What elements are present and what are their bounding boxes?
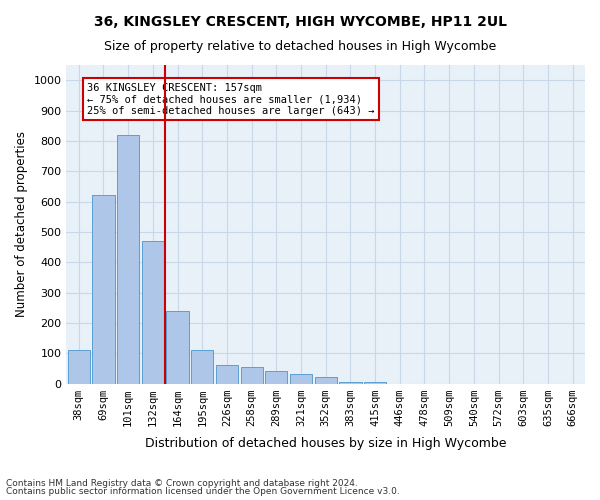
X-axis label: Distribution of detached houses by size in High Wycombe: Distribution of detached houses by size … [145, 437, 506, 450]
Text: Size of property relative to detached houses in High Wycombe: Size of property relative to detached ho… [104, 40, 496, 53]
Text: 36 KINGSLEY CRESCENT: 157sqm
← 75% of detached houses are smaller (1,934)
25% of: 36 KINGSLEY CRESCENT: 157sqm ← 75% of de… [87, 82, 374, 116]
Bar [216, 366, 238, 384]
Bar [117, 135, 139, 384]
Bar [68, 350, 90, 384]
Bar [364, 382, 386, 384]
Bar [166, 310, 188, 384]
Text: Contains public sector information licensed under the Open Government Licence v3: Contains public sector information licen… [6, 487, 400, 496]
Y-axis label: Number of detached properties: Number of detached properties [15, 132, 28, 318]
Bar [339, 382, 362, 384]
Text: Contains HM Land Registry data © Crown copyright and database right 2024.: Contains HM Land Registry data © Crown c… [6, 478, 358, 488]
Text: 36, KINGSLEY CRESCENT, HIGH WYCOMBE, HP11 2UL: 36, KINGSLEY CRESCENT, HIGH WYCOMBE, HP1… [94, 15, 506, 29]
Bar [290, 374, 312, 384]
Bar [241, 367, 263, 384]
Bar [314, 378, 337, 384]
Bar [92, 196, 115, 384]
Bar [191, 350, 214, 384]
Bar [142, 241, 164, 384]
Bar [265, 372, 287, 384]
